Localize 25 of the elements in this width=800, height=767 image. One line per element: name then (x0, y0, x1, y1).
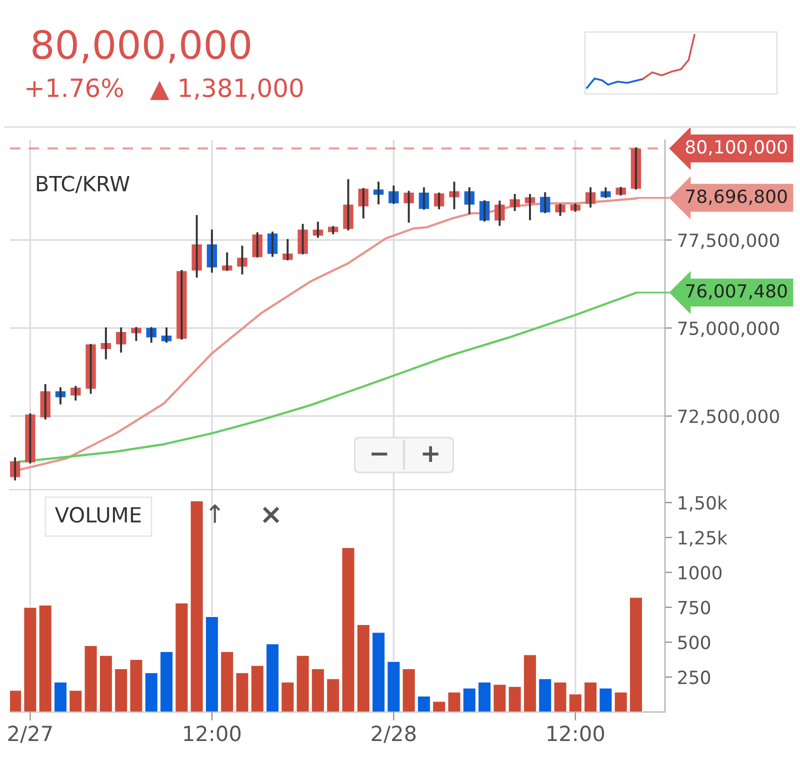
y-tick-label: 1,25k (678, 530, 728, 546)
y-tick-label: 72,500,000 (678, 410, 779, 426)
text: VOLUME (54, 506, 141, 523)
ref-line-label: 80,100,000 (686, 140, 787, 156)
x-tick-label: 2/28 (372, 726, 416, 743)
y-tick-label: 75,000,000 (678, 321, 779, 337)
text: BTC/KRW (36, 176, 130, 194)
text: +1.76% (26, 78, 123, 98)
y-tick-label: 1000 (678, 566, 722, 580)
annotation: × (262, 506, 280, 524)
y-tick-label: 750 (678, 600, 710, 614)
text: ▲ 1,381,000 (150, 78, 303, 100)
y-tick-label: 77,500,000 (678, 233, 779, 249)
annotation: + (422, 446, 438, 462)
y-tick-label: 250 (678, 670, 710, 684)
x-tick-label: 2/27 (8, 726, 52, 743)
y-tick-label: 1,50k (678, 496, 728, 512)
y-tick-label: 500 (678, 636, 710, 650)
annotation: 78,696,800 (686, 189, 787, 205)
x-tick-label: 12:00 (548, 726, 604, 742)
x-tick-label: 12:00 (184, 726, 241, 742)
annotation: 76,007,480 (686, 284, 787, 300)
annotation: ↑ (210, 504, 220, 523)
annotation: − (372, 452, 388, 456)
text: 80,000,000 (32, 30, 250, 64)
